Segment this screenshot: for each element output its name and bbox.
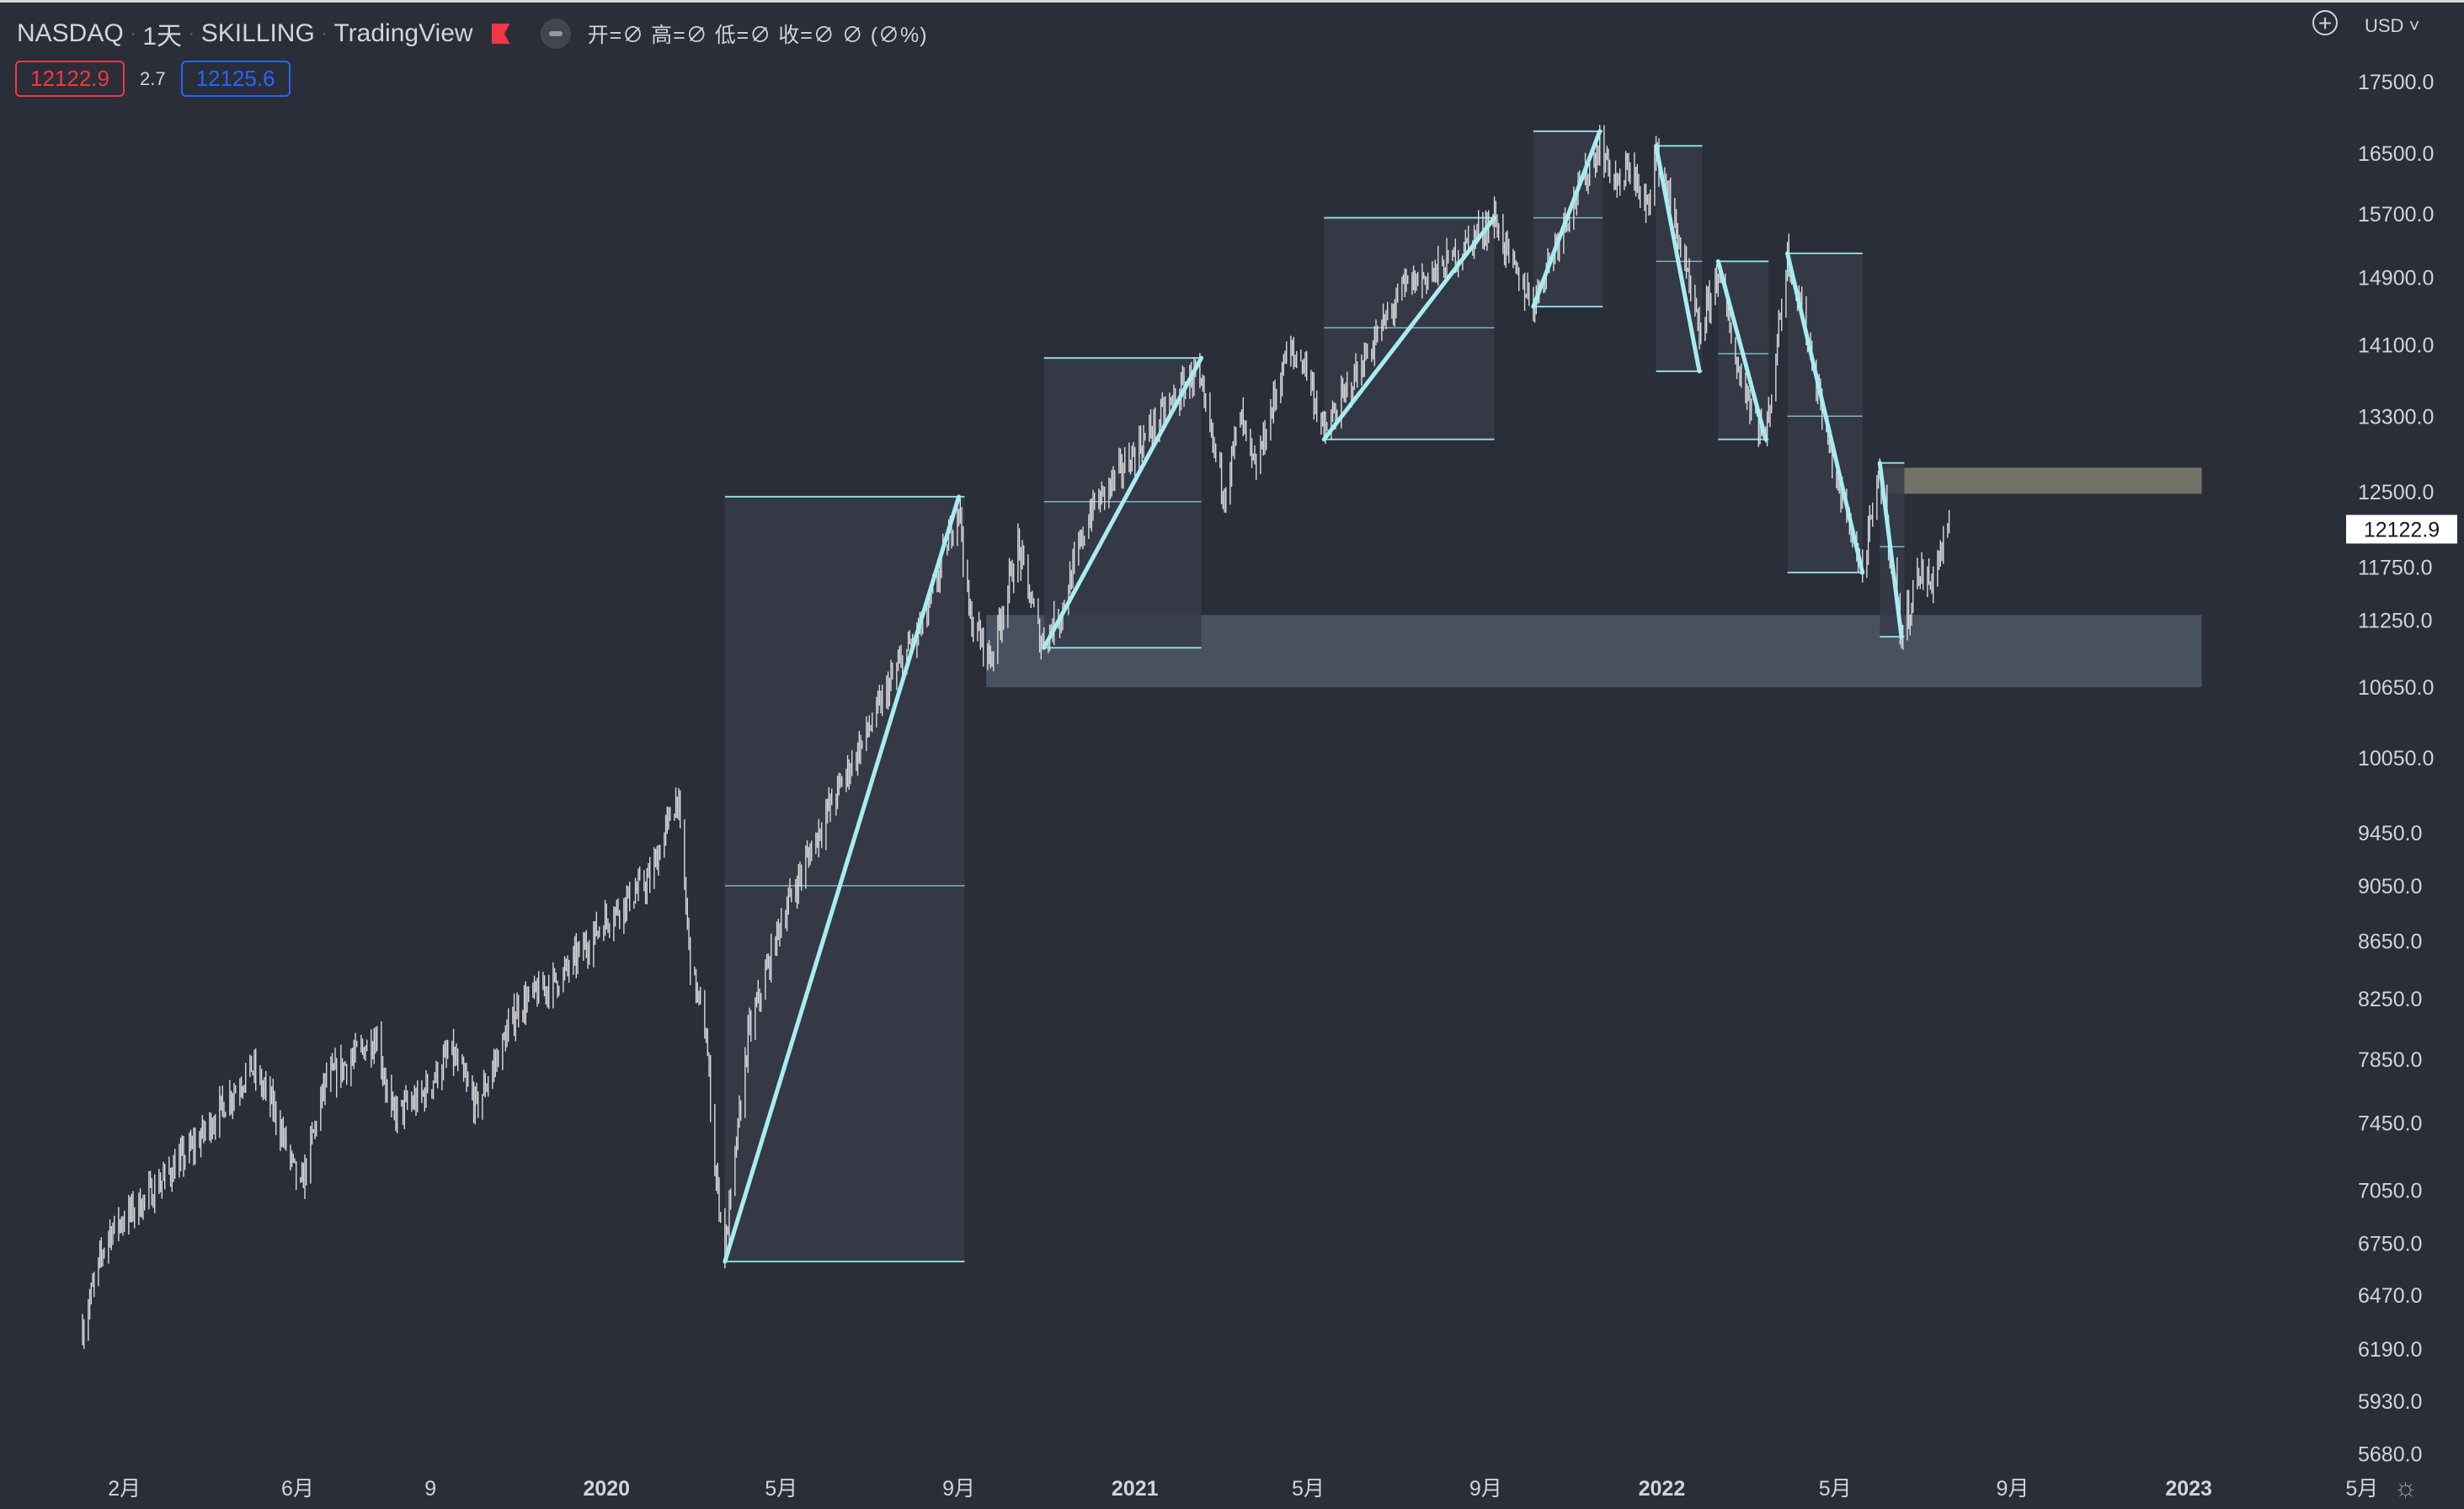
buy-price-button[interactable]: 12125.6 xyxy=(180,61,291,97)
x-tick-label: 2021 xyxy=(1112,1477,1159,1501)
spread-value: 2.7 xyxy=(139,67,166,89)
y-tick-label: 8650.0 xyxy=(2358,930,2422,953)
y-tick-label: 11250.0 xyxy=(2358,610,2433,633)
exchange-label: SKILLING xyxy=(200,19,315,47)
y-tick-label: 6190.0 xyxy=(2358,1338,2422,1362)
x-tick-label: 2023 xyxy=(2165,1477,2212,1501)
x-tick-label: 5月 xyxy=(765,1477,797,1501)
chart-legend: NASDAQ · 1天 · SKILLING · TradingView 开=∅… xyxy=(17,17,928,51)
x-tick-label: 2022 xyxy=(1639,1477,1686,1501)
x-tick-label: 6月 xyxy=(281,1477,314,1501)
trend-line xyxy=(1042,355,1204,650)
y-tick-label: 7050.0 xyxy=(2358,1180,2422,1203)
y-tick-label: 14100.0 xyxy=(2358,334,2434,358)
y-tick-label: 7450.0 xyxy=(2358,1112,2422,1136)
currency-label: USD xyxy=(2365,15,2404,36)
current-price-label: 12122.9 xyxy=(2364,518,2440,541)
y-tick-label: 9450.0 xyxy=(2358,822,2422,845)
trend-line xyxy=(1531,129,1603,309)
y-tick-label: 14900.0 xyxy=(2358,267,2434,291)
y-tick-label: 10650.0 xyxy=(2358,676,2434,700)
sell-price-button[interactable]: 12122.9 xyxy=(15,61,125,97)
x-tick-label: 5月 xyxy=(1292,1477,1325,1501)
y-tick-label: 8250.0 xyxy=(2358,988,2422,1011)
x-tick-label: 5月 xyxy=(2345,1477,2378,1501)
y-tick-label: 10050.0 xyxy=(2358,747,2434,770)
trend-line xyxy=(1785,251,1865,575)
x-tick-label: 5月 xyxy=(1819,1477,1852,1501)
ohlc-values: 开=∅ 高=∅ 低=∅ 收=∅ ∅ (∅%) xyxy=(587,24,928,47)
gear-icon[interactable]: ☼ xyxy=(2393,1472,2419,1502)
y-tick-label: 11750.0 xyxy=(2358,557,2433,580)
trend-line xyxy=(1654,143,1702,374)
trend-line xyxy=(1877,461,1904,639)
plus-circle-icon[interactable]: + xyxy=(2312,10,2338,35)
flag-icon[interactable] xyxy=(491,24,510,44)
window-top-border xyxy=(0,0,2464,3)
legend-separator: · xyxy=(130,24,136,43)
current-price-badge xyxy=(2346,515,2457,544)
x-tick-label: 9月 xyxy=(1997,1477,2029,1501)
y-tick-label: 16500.0 xyxy=(2358,142,2434,166)
y-tick-label: 6470.0 xyxy=(2358,1284,2422,1308)
y-tick-label: 13300.0 xyxy=(2358,405,2434,429)
y-tick-label: 17500.0 xyxy=(2358,71,2434,94)
x-tick-label: 2月 xyxy=(108,1477,141,1501)
currency-selector[interactable]: USD ˅ xyxy=(2365,15,2420,36)
trend-line xyxy=(723,494,962,1264)
x-tick-label: 2020 xyxy=(583,1477,630,1501)
legend-separator: · xyxy=(189,24,195,43)
y-tick-label: 6750.0 xyxy=(2358,1233,2422,1256)
symbol-name[interactable]: NASDAQ xyxy=(17,19,124,47)
y-tick-label: 7850.0 xyxy=(2358,1048,2422,1072)
x-tick-label: 9月 xyxy=(942,1477,975,1501)
platform-label: TradingView xyxy=(333,19,473,47)
y-tick-label: 5680.0 xyxy=(2358,1442,2422,1466)
y-tick-label: 9050.0 xyxy=(2358,875,2422,898)
resistance-zone xyxy=(1880,467,2202,494)
eye-icon[interactable] xyxy=(540,19,571,49)
price-boxes: 12122.9 2.7 12125.6 xyxy=(15,61,291,97)
trend-line xyxy=(1715,259,1768,442)
y-tick-label: 12500.0 xyxy=(2358,481,2434,504)
x-tick-label: 9月 xyxy=(1469,1477,1502,1501)
trend-line xyxy=(1321,216,1497,442)
y-tick-label: 15700.0 xyxy=(2358,203,2434,227)
y-tick-label: 5930.0 xyxy=(2358,1390,2422,1414)
legend-separator: · xyxy=(321,24,328,43)
x-tick-label: 9 xyxy=(424,1477,436,1501)
interval-label[interactable]: 1天 xyxy=(142,23,183,51)
